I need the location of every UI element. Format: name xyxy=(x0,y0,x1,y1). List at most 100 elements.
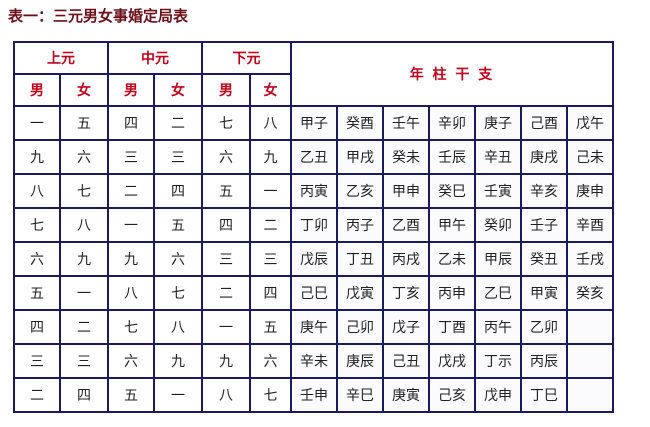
gua-cell: 七 xyxy=(249,377,292,413)
header-female: 女 xyxy=(153,73,203,107)
header-row-sex: 男 女 男 女 男 女 xyxy=(13,73,613,107)
ganzhi-cell: 甲申 xyxy=(382,173,430,209)
gua-cell: 七 xyxy=(107,309,155,345)
ganzhi-cell: 乙亥 xyxy=(336,173,384,209)
gua-cell: 五 xyxy=(59,105,109,141)
gua-cell: 一 xyxy=(153,377,203,413)
gua-cell: 八 xyxy=(13,173,61,209)
ganzhi-cell: 庚戌 xyxy=(520,139,568,175)
ganzhi-cell: 癸未 xyxy=(382,139,430,175)
ganzhi-cell: 壬子 xyxy=(520,207,568,243)
gua-cell: 八 xyxy=(201,377,251,413)
gua-cell: 五 xyxy=(201,173,251,209)
gua-cell: 五 xyxy=(13,275,61,311)
ganzhi-cell: 癸巳 xyxy=(428,173,476,209)
ganzhi-cell: 乙卯 xyxy=(520,309,568,345)
ganzhi-cell: 壬寅 xyxy=(474,173,522,209)
gua-cell: 二 xyxy=(107,173,155,209)
gua-cell: 六 xyxy=(107,343,155,379)
table-row: 八七二四五一丙寅 乙亥 甲申 癸巳 壬寅 辛亥 庚申 xyxy=(13,173,614,209)
gua-cell: 二 xyxy=(59,309,109,345)
header-zhongyuan: 中元 xyxy=(107,41,203,75)
ganzhi-cell: 己巳 xyxy=(290,275,338,311)
ganzhi-cell: 癸亥 xyxy=(566,275,614,311)
ganzhi-cell: 庚申 xyxy=(566,173,614,209)
ganzhi-cell: 辛未 xyxy=(290,343,338,379)
table-row: 三三六九九六辛未 庚辰 己丑 戊戌 丁示 丙辰 xyxy=(13,343,614,379)
gua-cell: 二 xyxy=(201,275,251,311)
gua-cell: 八 xyxy=(153,309,203,345)
header-male: 男 xyxy=(107,73,155,107)
gua-cell: 一 xyxy=(59,275,109,311)
gua-cell: 六 xyxy=(153,241,203,277)
ganzhi-cell xyxy=(566,343,614,379)
ganzhi-cell: 戊寅 xyxy=(336,275,384,311)
gua-cell: 一 xyxy=(107,207,155,243)
ganzhi-cell: 癸卯 xyxy=(474,207,522,243)
ganzhi-cell: 癸酉 xyxy=(336,105,384,141)
gua-cell: 四 xyxy=(13,309,61,345)
ganzhi-cell: 乙未 xyxy=(428,241,476,277)
header-male: 男 xyxy=(13,73,61,107)
header-ganzhi: 年 柱 干 支 xyxy=(290,41,614,107)
ganzhi-cell: 丙申 xyxy=(428,275,476,311)
ganzhi-cell: 壬申 xyxy=(290,377,338,413)
gua-cell: 七 xyxy=(59,173,109,209)
ganzhi-cell: 丁丑 xyxy=(336,241,384,277)
gua-cell: 二 xyxy=(249,207,292,243)
gua-cell: 九 xyxy=(249,139,292,175)
gua-cell: 三 xyxy=(249,241,292,277)
gua-cell: 九 xyxy=(13,139,61,175)
ganzhi-cell: 辛巳 xyxy=(336,377,384,413)
gua-cell: 六 xyxy=(249,343,292,379)
table-row: 九六三三六九乙丑 甲戌 癸未 壬辰 辛丑 庚戌 己未 xyxy=(13,139,614,175)
gua-cell: 一 xyxy=(249,173,292,209)
ganzhi-cell: 己未 xyxy=(566,139,614,175)
ganzhi-cell: 丙戌 xyxy=(382,241,430,277)
ganzhi-cell: 辛酉 xyxy=(566,207,614,243)
ganzhi-cell: 丙辰 xyxy=(520,343,568,379)
ganzhi-cell: 己亥 xyxy=(428,377,476,413)
ganzhi-cell: 戊戌 xyxy=(428,343,476,379)
ganzhi-cell: 辛亥 xyxy=(520,173,568,209)
ganzhi-cell: 丁卯 xyxy=(290,207,338,243)
header-female: 女 xyxy=(249,73,292,107)
ganzhi-cell: 丙午 xyxy=(474,309,522,345)
ganzhi-cell xyxy=(566,309,614,345)
ganzhi-cell: 乙酉 xyxy=(382,207,430,243)
table-row: 一五四二七八甲子 癸酉 壬午 辛卯 庚子 己酉 戊午 xyxy=(13,105,614,141)
gua-cell: 四 xyxy=(107,105,155,141)
ganzhi-cell: 戊申 xyxy=(474,377,522,413)
ganzhi-cell: 壬辰 xyxy=(428,139,476,175)
ganzhi-cell: 丙寅 xyxy=(290,173,338,209)
gua-cell: 四 xyxy=(153,173,203,209)
ganzhi-cell: 丁酉 xyxy=(428,309,476,345)
gua-cell: 六 xyxy=(59,139,109,175)
header-shangyuan: 上元 xyxy=(13,41,109,75)
marriage-table: 上元 中元 下元 年 柱 干 支 男 女 男 女 男 女 一五四二七八甲子 癸酉壬… xyxy=(13,41,614,413)
gua-cell: 四 xyxy=(59,377,109,413)
ganzhi-cell: 甲寅 xyxy=(520,275,568,311)
table-row: 七八一五四二丁卯 丙子 乙酉 甲午 癸卯 壬子 辛酉 xyxy=(13,207,614,243)
gua-cell: 六 xyxy=(13,241,61,277)
ganzhi-cell: 己卯 xyxy=(336,309,384,345)
table-row: 二四五一八七壬申 辛巳 庚寅 己亥 戊申 丁巳 xyxy=(13,377,614,413)
header-male: 男 xyxy=(201,73,251,107)
ganzhi-cell: 甲子 xyxy=(290,105,338,141)
ganzhi-cell: 壬戌 xyxy=(566,241,614,277)
gua-cell: 一 xyxy=(201,309,251,345)
gua-cell: 二 xyxy=(13,377,61,413)
ganzhi-cell: 庚子 xyxy=(474,105,522,141)
gua-cell: 七 xyxy=(201,105,251,141)
gua-cell: 三 xyxy=(201,241,251,277)
gua-cell: 三 xyxy=(153,139,203,175)
gua-cell: 六 xyxy=(201,139,251,175)
table-row: 六九九六三三戊辰 丁丑 丙戌 乙未 甲辰 癸丑 壬戌 xyxy=(13,241,614,277)
table-row: 四二七八一五庚午 己卯 戊子 丁酉 丙午 乙卯 xyxy=(13,309,614,345)
gua-cell: 三 xyxy=(13,343,61,379)
ganzhi-cell: 庚寅 xyxy=(382,377,430,413)
ganzhi-cell: 庚午 xyxy=(290,309,338,345)
page-title: 表一：三元男女事婚定局表 xyxy=(8,7,189,25)
ganzhi-cell: 乙丑 xyxy=(290,139,338,175)
gua-cell: 四 xyxy=(249,275,292,311)
